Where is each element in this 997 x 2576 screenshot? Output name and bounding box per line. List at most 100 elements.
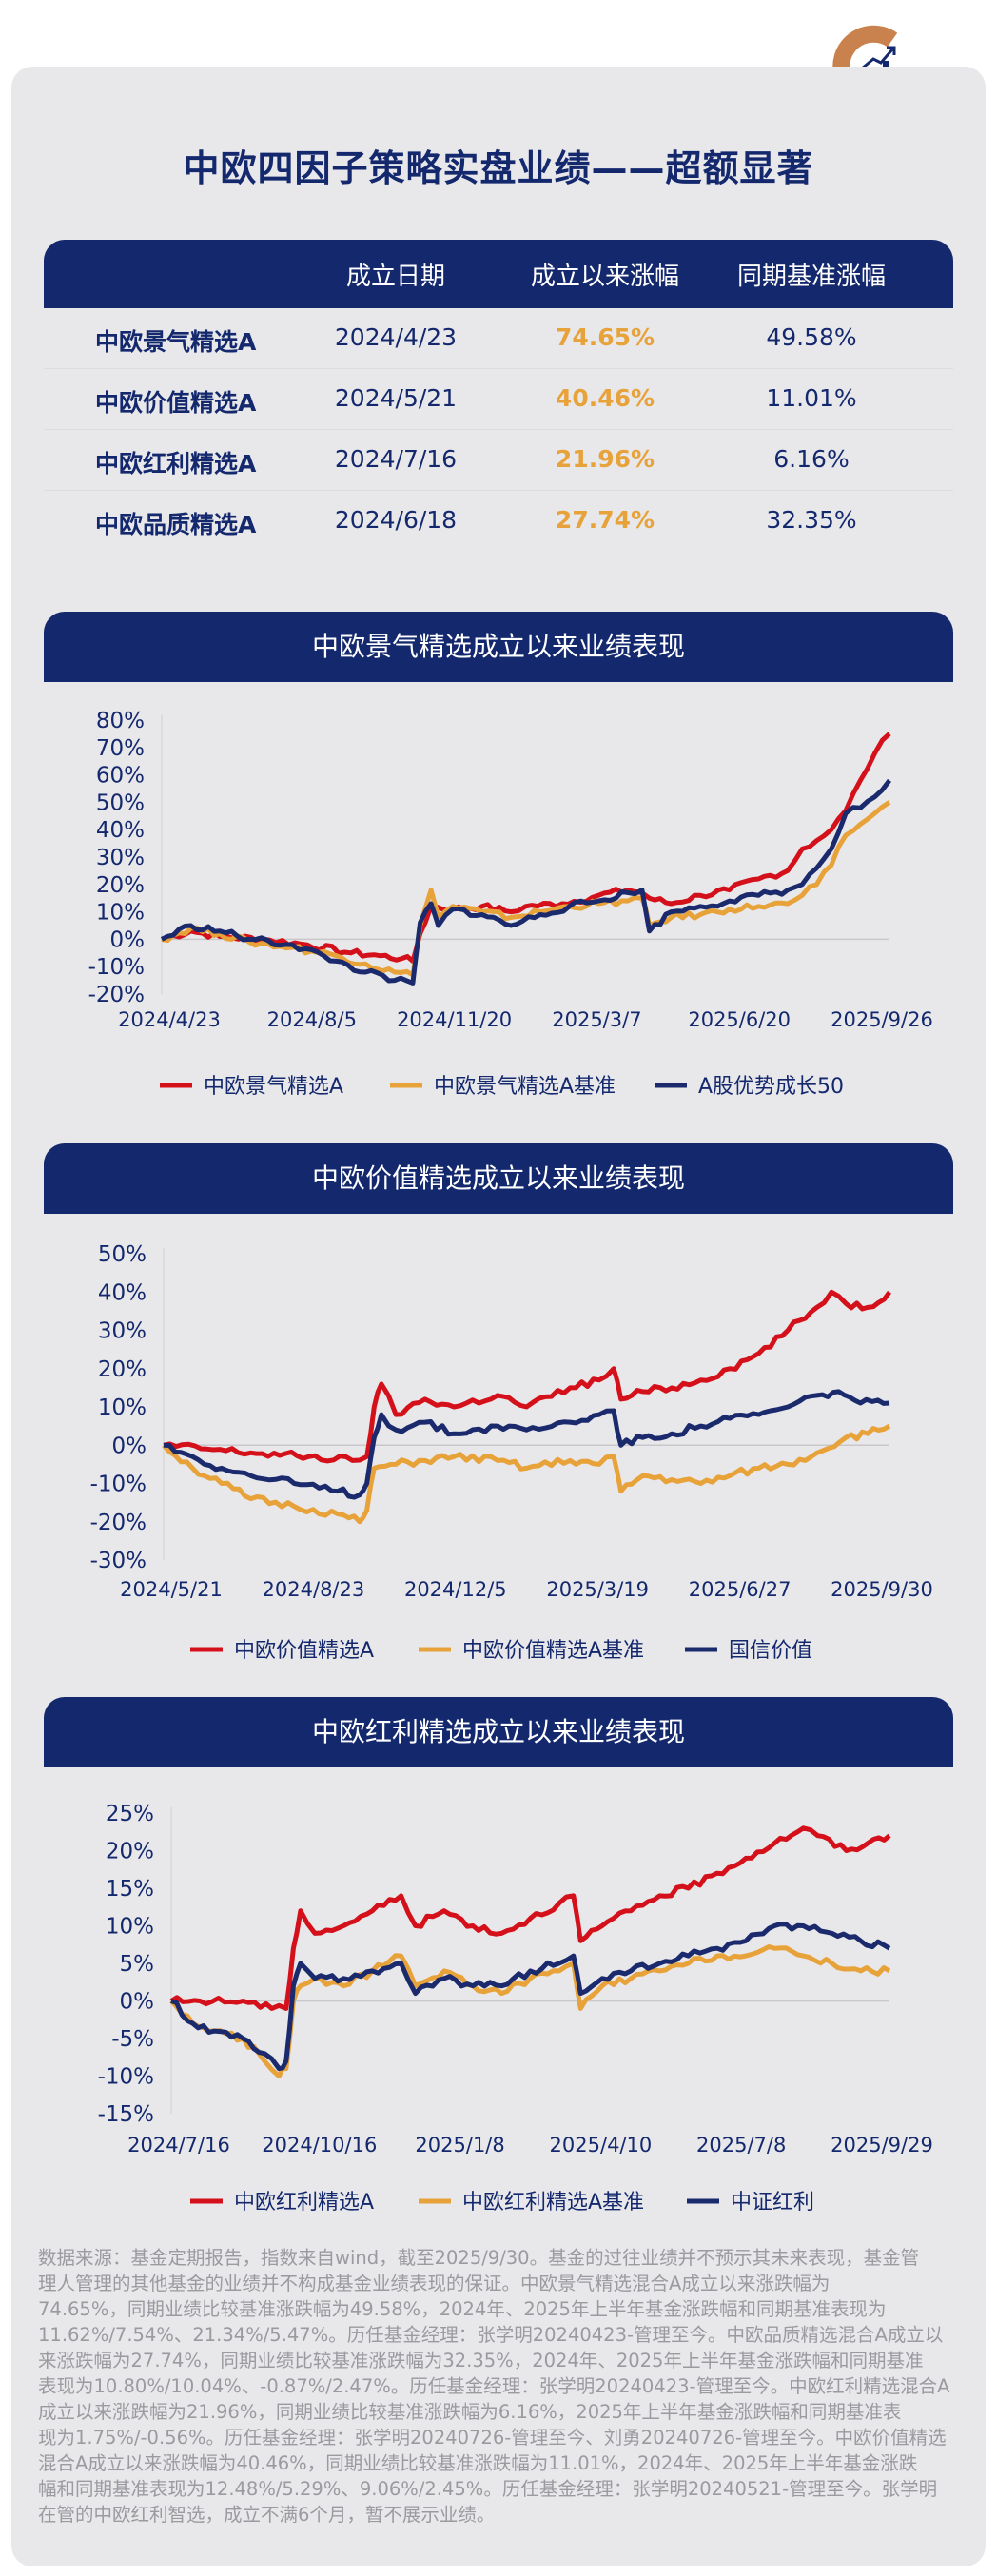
chart-1-title: 中欧景气精选成立以来业绩表现 (44, 612, 953, 682)
y-tick-label: 5% (120, 1952, 155, 1977)
disclaimer-line: 在管的中欧红利智选，成立不满6个月，暂不展示业绩。 (38, 2504, 496, 2526)
table-row: 中欧红利精选A 2024/7/16 21.96% 6.16% (44, 430, 953, 491)
chart-3-hongli: 25% 20% 15% 10% 5% 0% -5% -10% -15% 2024/7/16 2024… (98, 1802, 933, 2215)
x-tick-label: 2025/7/8 (696, 2134, 786, 2156)
y-tick-label: -10% (90, 1473, 147, 1497)
x-tick-label: 2024/7/16 (127, 2134, 230, 2156)
legend-label: A股优势成长50 (698, 1075, 844, 1099)
y-tick-label: 40% (98, 1280, 147, 1305)
series-line (162, 1423, 891, 1525)
fund-date: 2024/6/18 (334, 506, 458, 534)
y-tick-label: 50% (98, 1242, 147, 1267)
legend-label: 中证红利 (731, 2191, 814, 2215)
fund-return: 40.46% (555, 384, 655, 412)
legend-label: 中欧价值精选A基准 (462, 1639, 644, 1661)
disclaimer-line: 74.65%，同期业绩比较基准涨跌幅为49.58%，2024年、2025年上半年… (38, 2298, 887, 2320)
y-tick-label: 0% (112, 1434, 147, 1458)
y-tick-label: 70% (96, 736, 145, 761)
legend-label: 中欧红利精选A基准 (462, 2191, 644, 2215)
legend-label: 中欧价值精选A (234, 1639, 374, 1661)
fund-benchmark: 32.35% (766, 506, 857, 534)
table-header: 成立日期 成立以来涨幅 同期基准涨幅 (44, 240, 953, 308)
fund-return: 74.65% (555, 323, 655, 351)
disclaimer-line: 幅和同期基准表现为12.48%/5.29%、9.06%/2.45%。历任基金经理… (38, 2478, 938, 2500)
fund-benchmark: 11.01% (766, 384, 857, 412)
y-tick-label: 25% (106, 1802, 154, 1826)
disclaimer-line: 混合A成立以来涨跌幅为40.46%，同期业绩比较基准涨跌幅为11.01%，202… (38, 2452, 918, 2474)
x-tick-label: 2025/1/8 (415, 2134, 504, 2156)
x-tick-label: 2025/3/19 (546, 1578, 649, 1601)
header-return: 成立以来涨幅 (530, 263, 679, 291)
disclaimer-line: 来涨跌幅为27.74%，同期业绩比较基准涨跌幅为32.35%，2024年、202… (38, 2350, 924, 2371)
chart-1-jingqi: 80% 70% 60%50% 40% 30% 20% 10%0% -10% -20%2024/4… (88, 709, 933, 1099)
series-line (163, 1389, 890, 1500)
x-tick-label: 2024/8/5 (267, 1008, 357, 1031)
y-tick-label: -20% (90, 1511, 147, 1535)
disclaimer-text: 数据来源：基金定期报告，指数来自wind，截至2025/9/30。基金的过往业绩… (38, 2245, 961, 2527)
fund-benchmark: 6.16% (773, 445, 850, 473)
y-tick-label: 50% (96, 790, 145, 815)
y-tick-label: 40% (96, 818, 145, 843)
x-tick-label: 2024/4/23 (118, 1008, 221, 1031)
y-tick-label: 15% (106, 1877, 154, 1902)
y-tick-label: 10% (96, 901, 145, 926)
x-tick-label: 2025/9/26 (831, 1008, 933, 1031)
fund-name: 中欧景气精选A (95, 328, 257, 356)
series-line (161, 732, 891, 964)
y-tick-label: 0% (110, 927, 146, 952)
series-line (160, 778, 891, 986)
fund-benchmark: 49.58% (766, 323, 857, 351)
y-tick-label: 0% (120, 1990, 155, 2015)
chart-2-jiazhi: 50% 40% 30% 20% 10% 0% -10% -20% -30% 2024/5/21 20… (90, 1242, 933, 1661)
series-line (170, 1922, 891, 2072)
fund-date: 2024/5/21 (334, 384, 458, 412)
chart-2-title: 中欧价值精选成立以来业绩表现 (44, 1143, 953, 1214)
y-tick-label: 10% (98, 1395, 147, 1420)
x-tick-label: 2025/4/10 (550, 2134, 653, 2156)
x-tick-label: 2025/6/20 (688, 1008, 791, 1031)
header-date: 成立日期 (345, 263, 445, 291)
y-tick-label: -10% (88, 955, 145, 980)
y-tick-label: -15% (98, 2102, 154, 2127)
legend-label: 国信价值 (729, 1639, 812, 1661)
y-tick-label: 20% (96, 873, 145, 898)
x-tick-label: 2024/10/16 (262, 2134, 377, 2156)
performance-table: 成立日期 成立以来涨幅 同期基准涨幅 中欧景气精选A 2024/4/23 74.… (44, 240, 953, 551)
series-line (163, 1289, 892, 1464)
disclaimer-line: 11.62%/7.54%、21.34%/5.47%。历任基金经理：张学明2024… (38, 2324, 944, 2346)
content-card (11, 67, 986, 2566)
legend-label: 中欧景气精选A (204, 1075, 343, 1099)
y-tick-label: 20% (106, 1840, 154, 1864)
y-tick-label: -5% (111, 2027, 154, 2052)
series-line (169, 1825, 891, 2011)
x-tick-label: 2025/3/7 (552, 1008, 641, 1031)
y-tick-label: 30% (96, 846, 145, 870)
disclaimer-line: 表现为10.80%/10.04%、-0.87%/2.47%。历任基金经理：张学明… (38, 2375, 950, 2397)
y-tick-label: 10% (106, 1915, 154, 1940)
fund-name: 中欧品质精选A (95, 511, 257, 538)
legend-label: 中欧景气精选A基准 (434, 1075, 616, 1099)
x-tick-label: 2024/8/23 (263, 1578, 365, 1601)
series-line (161, 800, 891, 978)
fund-name: 中欧红利精选A (95, 450, 257, 478)
x-tick-label: 2024/5/21 (120, 1578, 223, 1601)
y-tick-label: 20% (98, 1357, 147, 1382)
y-tick-label: -20% (88, 983, 145, 1007)
y-tick-label: 30% (98, 1319, 147, 1344)
x-tick-label: 2024/12/5 (404, 1578, 507, 1601)
legend-label: 中欧红利精选A (234, 2191, 374, 2215)
y-tick-label: -30% (90, 1549, 147, 1573)
disclaimer-line: 现为1.75%/-0.56%。历任基金经理：张学明20240726-管理至今、刘… (38, 2427, 947, 2449)
x-tick-label: 2025/9/29 (831, 2134, 933, 2156)
y-tick-label: 80% (96, 709, 145, 733)
fund-return: 21.96% (555, 445, 655, 473)
y-tick-label: 60% (96, 764, 145, 789)
x-tick-label: 2025/6/27 (689, 1578, 792, 1601)
x-tick-label: 2025/9/30 (831, 1578, 933, 1601)
table-row: 中欧品质精选A 2024/6/18 27.74% 32.35% (44, 491, 953, 551)
chart-3-title: 中欧红利精选成立以来业绩表现 (44, 1697, 953, 1767)
fund-date: 2024/4/23 (334, 323, 458, 351)
disclaimer-line: 成立以来涨跌幅为21.96%，同期业绩比较基准涨跌幅为6.16%，2025年上半… (38, 2401, 902, 2423)
fund-name: 中欧价值精选A (95, 389, 257, 417)
y-tick-label: -10% (98, 2065, 154, 2090)
